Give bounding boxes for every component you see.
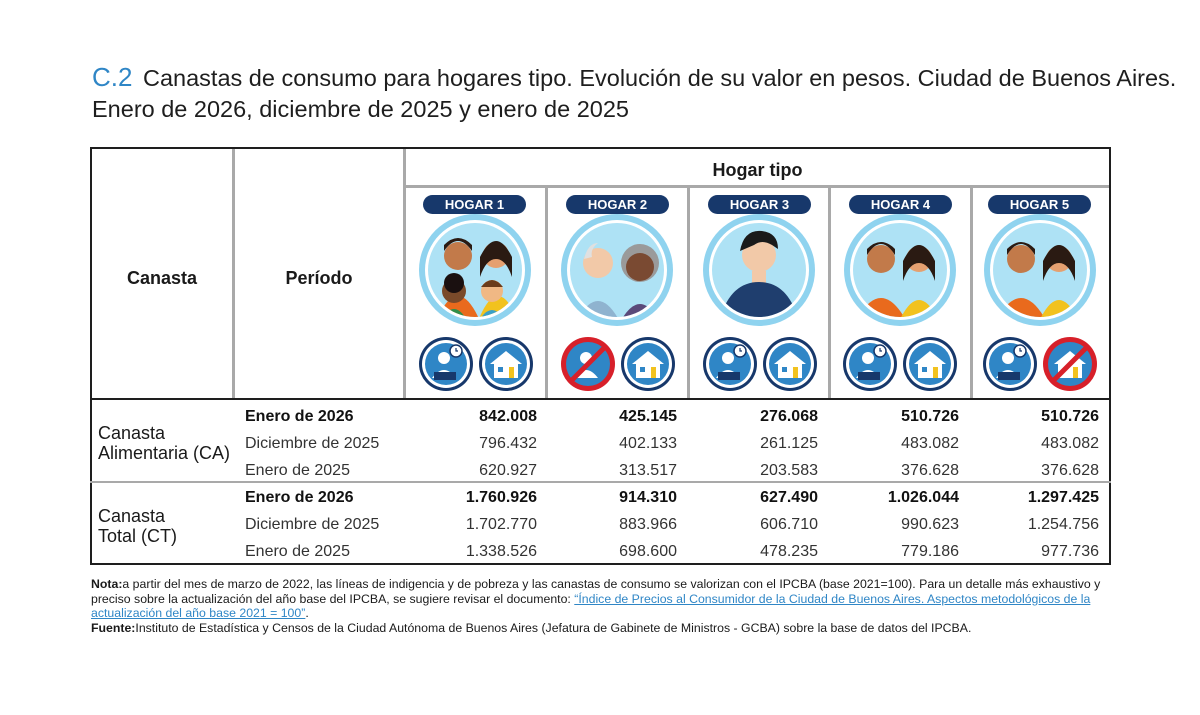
worker-icon	[419, 337, 473, 391]
value-cell: 1.297.425	[1027, 489, 1099, 506]
value-cell: 698.600	[619, 543, 677, 560]
single-man-avatar-icon	[703, 214, 815, 326]
value-cell: 402.133	[619, 435, 677, 452]
header-canasta: Canasta	[126, 268, 198, 288]
value-cell: 842.008	[479, 408, 537, 425]
hogar-divider-2	[687, 188, 690, 399]
value-cell: 914.310	[619, 489, 677, 506]
value-cell: 483.082	[901, 435, 959, 452]
group-label-ca: Canasta Alimentaria (CA)	[98, 423, 230, 463]
title-code: C.2	[92, 62, 133, 92]
source-label: Fuente:	[91, 620, 136, 635]
group-label-ca-line2: Alimentaria (CA)	[98, 443, 231, 463]
couple-avatar-icon	[984, 214, 1096, 326]
value-cell: 478.235	[760, 543, 818, 560]
elderly-couple-avatar-icon	[561, 214, 673, 326]
header-periodo: Período	[285, 268, 353, 288]
worker-icon	[983, 337, 1037, 391]
header-bottom-border	[90, 398, 1111, 400]
value-cell: 883.966	[619, 516, 677, 533]
value-cell: 510.726	[901, 408, 959, 425]
header-divider-2	[403, 149, 406, 399]
group-label-ct-line2: Total (CT)	[98, 526, 178, 546]
house-icon	[621, 337, 675, 391]
value-cell: 425.145	[619, 408, 677, 425]
hogar-divider-1	[545, 188, 548, 399]
value-cell: 376.628	[1041, 462, 1099, 479]
period-cell: Enero de 2026	[245, 408, 354, 425]
note-text: a partir del mes de marzo de 2022, las l…	[91, 577, 1101, 606]
value-cell: 376.628	[901, 462, 959, 479]
chart-title: C.2 Canastas de consumo para hogares tip…	[92, 62, 1176, 125]
source-text: Instituto de Estadística y Censos de la …	[135, 620, 972, 635]
group-divider	[90, 481, 1111, 483]
value-cell: 313.517	[619, 462, 677, 479]
value-cell: 627.490	[760, 489, 818, 506]
house-icon	[763, 337, 817, 391]
period-cell: Enero de 2026	[245, 489, 354, 506]
house-icon	[479, 337, 533, 391]
value-cell: 261.125	[760, 435, 818, 452]
period-cell: Diciembre de 2025	[245, 516, 380, 533]
period-cell: Enero de 2025	[245, 543, 350, 560]
table-border-right	[1109, 147, 1111, 565]
hogar-2-label: HOGAR 2	[566, 195, 669, 214]
hogar-5-label: HOGAR 5	[988, 195, 1091, 214]
table-border-bottom	[90, 563, 1111, 565]
value-cell: 276.068	[760, 408, 818, 425]
value-cell: 1.760.926	[465, 489, 537, 506]
period-cell: Diciembre de 2025	[245, 435, 380, 452]
header-hogar-tipo: Hogar tipo	[712, 160, 803, 180]
value-cell: 796.432	[479, 435, 537, 452]
group-label-ct: Canasta Total (CT)	[98, 506, 177, 546]
group-label-ct-line1: Canasta	[98, 506, 166, 526]
hogar-4-label: HOGAR 4	[849, 195, 952, 214]
title-line1: Canastas de consumo para hogares tipo. E…	[143, 65, 1177, 91]
data-table: Canasta Período Hogar tipo HOGAR 1 HOGAR…	[90, 147, 1111, 565]
table-border-left	[90, 147, 92, 565]
title-line2: Enero de 2026, diciembre de 2025 y enero…	[92, 96, 629, 122]
no-worker-icon	[561, 337, 615, 391]
hogar-1-label: HOGAR 1	[423, 195, 526, 214]
note-label: Nota:	[91, 577, 123, 591]
no-house-icon	[1043, 337, 1097, 391]
note-after: .	[305, 606, 309, 620]
period-cell: Enero de 2025	[245, 462, 350, 479]
table-border-top	[90, 147, 1111, 149]
value-cell: 977.736	[1041, 543, 1099, 560]
worker-icon	[703, 337, 757, 391]
group-label-ca-line1: Canasta	[98, 423, 166, 443]
value-cell: 1.026.044	[887, 489, 959, 506]
value-cell: 620.927	[479, 462, 537, 479]
footnote: Nota:a partir del mes de marzo de 2022, …	[91, 577, 1121, 635]
hogar-divider-4	[970, 188, 973, 399]
hogar-divider-3	[828, 188, 831, 399]
couple-avatar-icon	[844, 214, 956, 326]
methodology-link[interactable]: “Índice de Precios al Consumidor de la C…	[91, 591, 1091, 621]
value-cell: 779.186	[901, 543, 959, 560]
value-cell: 606.710	[760, 516, 818, 533]
value-cell: 1.254.756	[1027, 516, 1099, 533]
value-cell: 203.583	[760, 462, 818, 479]
value-cell: 990.623	[901, 516, 959, 533]
family-avatar-icon	[419, 214, 531, 326]
value-cell: 1.702.770	[465, 516, 537, 533]
header-divider-1	[232, 149, 235, 399]
value-cell: 1.338.526	[465, 543, 537, 560]
value-cell: 510.726	[1041, 408, 1099, 425]
worker-icon	[843, 337, 897, 391]
house-icon	[903, 337, 957, 391]
value-cell: 483.082	[1041, 435, 1099, 452]
hogar-3-label: HOGAR 3	[708, 195, 811, 214]
hogar-tipo-underline	[406, 185, 1109, 188]
